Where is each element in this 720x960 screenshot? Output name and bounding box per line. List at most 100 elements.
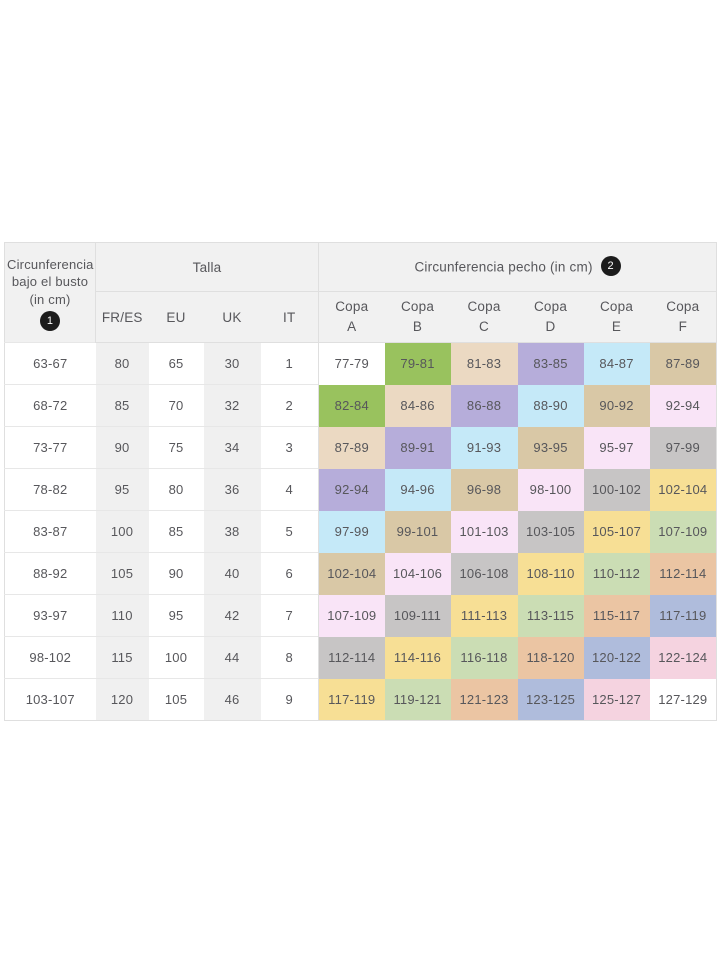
table-row: 63-67 80 65 30 1 77-79 79-81 81-83 83-85 84-87 87-… bbox=[4, 342, 717, 385]
cup-cell-a: 107-109 bbox=[318, 594, 385, 637]
size-cell-eu: 75 bbox=[148, 426, 204, 469]
table-row: 93-97 110 95 42 7 107-109 109-111 111-113 113-11… bbox=[4, 594, 717, 637]
underbust-header-cell: Circunferencia bajo el busto (in cm) 1 bbox=[4, 242, 96, 343]
underbust-cell: 93-97 bbox=[4, 594, 96, 637]
cup-cell-f: 117-119 bbox=[649, 594, 717, 637]
size-cell-eu: 70 bbox=[148, 384, 204, 427]
size-cell-eu: 80 bbox=[148, 468, 204, 511]
cup-col-header-f: Copa F bbox=[649, 291, 717, 343]
cup-cell-c: 81-83 bbox=[450, 342, 518, 385]
cup-cell-e: 95-97 bbox=[583, 426, 650, 469]
size-col-header-it: IT bbox=[260, 291, 320, 343]
cup-cell-e: 84-87 bbox=[583, 342, 650, 385]
size-cell-uk: 44 bbox=[203, 636, 261, 679]
underbust-cell: 83-87 bbox=[4, 510, 96, 553]
talla-group-header: Talla bbox=[95, 242, 320, 292]
cup-cell-c: 96-98 bbox=[450, 468, 518, 511]
size-col-header-eu: EU bbox=[148, 291, 204, 343]
pecho-group-header: Circunferencia pecho (in cm) 2 bbox=[318, 242, 717, 292]
size-cell-fres: 100 bbox=[95, 510, 149, 553]
cup-cell-f: 122-124 bbox=[649, 636, 717, 679]
cup-cell-b: 119-121 bbox=[384, 678, 451, 721]
cup-cell-c: 121-123 bbox=[450, 678, 518, 721]
cup-cell-b: 94-96 bbox=[384, 468, 451, 511]
table-row: 88-92 105 90 40 6 102-104 104-106 106-108 108-11… bbox=[4, 552, 717, 595]
size-cell-uk: 36 bbox=[203, 468, 261, 511]
underbust-cell: 78-82 bbox=[4, 468, 96, 511]
talla-group-label: Talla bbox=[192, 259, 222, 275]
cup-cell-b: 99-101 bbox=[384, 510, 451, 553]
size-cell-fres: 110 bbox=[95, 594, 149, 637]
cup-cell-d: 88-90 bbox=[517, 384, 584, 427]
cup-cell-c: 101-103 bbox=[450, 510, 518, 553]
underbust-cell: 103-107 bbox=[4, 678, 96, 721]
cup-cell-e: 115-117 bbox=[583, 594, 650, 637]
table-row: 68-72 85 70 32 2 82-84 84-86 86-88 88-90 90-92 92-… bbox=[4, 384, 717, 427]
cup-cell-d: 93-95 bbox=[517, 426, 584, 469]
underbust-cell: 98-102 bbox=[4, 636, 96, 679]
size-cell-it: 8 bbox=[260, 636, 320, 679]
cup-cell-a: 87-89 bbox=[318, 426, 385, 469]
size-cell-it: 7 bbox=[260, 594, 320, 637]
table-row: 83-87 100 85 38 5 97-99 99-101 101-103 103-105 10… bbox=[4, 510, 717, 553]
cup-cell-d: 108-110 bbox=[517, 552, 584, 595]
size-cell-it: 9 bbox=[260, 678, 320, 721]
cup-cell-f: 127-129 bbox=[649, 678, 717, 721]
cup-cell-b: 104-106 bbox=[384, 552, 451, 595]
cup-cell-c: 116-118 bbox=[450, 636, 518, 679]
size-cell-eu: 65 bbox=[148, 342, 204, 385]
table-row: 98-102 115 100 44 8 112-114 114-116 116-118 118-… bbox=[4, 636, 717, 679]
table-row: 78-82 95 80 36 4 92-94 94-96 96-98 98-100 100-102… bbox=[4, 468, 717, 511]
cup-cell-a: 82-84 bbox=[318, 384, 385, 427]
cup-cell-a: 102-104 bbox=[318, 552, 385, 595]
cup-cell-e: 105-107 bbox=[583, 510, 650, 553]
size-cell-eu: 105 bbox=[148, 678, 204, 721]
cup-cell-f: 112-114 bbox=[649, 552, 717, 595]
size-cell-uk: 38 bbox=[203, 510, 261, 553]
cup-cell-f: 87-89 bbox=[649, 342, 717, 385]
cup-cell-b: 114-116 bbox=[384, 636, 451, 679]
size-col-header-uk: UK bbox=[203, 291, 261, 343]
size-cell-it: 1 bbox=[260, 342, 320, 385]
size-cell-eu: 95 bbox=[148, 594, 204, 637]
cup-cell-e: 90-92 bbox=[583, 384, 650, 427]
cup-cell-f: 92-94 bbox=[649, 384, 717, 427]
header-columns-row: FR/ES EU UK IT Copa A Copa B Copa C Copa D C… bbox=[5, 291, 717, 343]
cup-cell-c: 86-88 bbox=[450, 384, 518, 427]
underbust-cell: 68-72 bbox=[4, 384, 96, 427]
cup-cell-d: 83-85 bbox=[517, 342, 584, 385]
cup-cell-d: 103-105 bbox=[517, 510, 584, 553]
size-cell-fres: 95 bbox=[95, 468, 149, 511]
size-chart-table: Circunferencia bajo el busto (in cm) 1 T… bbox=[4, 242, 718, 721]
cup-cell-e: 100-102 bbox=[583, 468, 650, 511]
size-cell-it: 6 bbox=[260, 552, 320, 595]
size-cell-fres: 90 bbox=[95, 426, 149, 469]
size-cell-it: 2 bbox=[260, 384, 320, 427]
cup-col-header-d: Copa D bbox=[517, 291, 584, 343]
cup-cell-e: 110-112 bbox=[583, 552, 650, 595]
cup-cell-b: 79-81 bbox=[384, 342, 451, 385]
underbust-cell: 73-77 bbox=[4, 426, 96, 469]
cup-cell-a: 112-114 bbox=[318, 636, 385, 679]
size-chart-container: Circunferencia bajo el busto (in cm) 1 T… bbox=[4, 242, 718, 721]
size-cell-fres: 105 bbox=[95, 552, 149, 595]
pecho-group-label: Circunferencia pecho (in cm) bbox=[414, 259, 593, 275]
cup-cell-d: 113-115 bbox=[517, 594, 584, 637]
cup-cell-b: 109-111 bbox=[384, 594, 451, 637]
cup-cell-c: 111-113 bbox=[450, 594, 518, 637]
cup-col-header-e: Copa E bbox=[583, 291, 650, 343]
size-cell-uk: 34 bbox=[203, 426, 261, 469]
size-cell-eu: 100 bbox=[148, 636, 204, 679]
cup-cell-d: 98-100 bbox=[517, 468, 584, 511]
header-group-row: Circunferencia bajo el busto (in cm) 1 T… bbox=[4, 242, 717, 343]
cup-col-header-b: Copa B bbox=[384, 291, 451, 343]
cup-cell-f: 102-104 bbox=[649, 468, 717, 511]
size-cell-uk: 32 bbox=[203, 384, 261, 427]
cup-cell-c: 106-108 bbox=[450, 552, 518, 595]
cup-cell-d: 123-125 bbox=[517, 678, 584, 721]
cup-cell-f: 97-99 bbox=[649, 426, 717, 469]
size-cell-uk: 40 bbox=[203, 552, 261, 595]
cup-cell-a: 97-99 bbox=[318, 510, 385, 553]
size-col-header-fres: FR/ES bbox=[95, 291, 149, 343]
